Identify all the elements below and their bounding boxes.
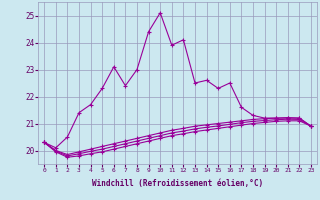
X-axis label: Windchill (Refroidissement éolien,°C): Windchill (Refroidissement éolien,°C) xyxy=(92,179,263,188)
